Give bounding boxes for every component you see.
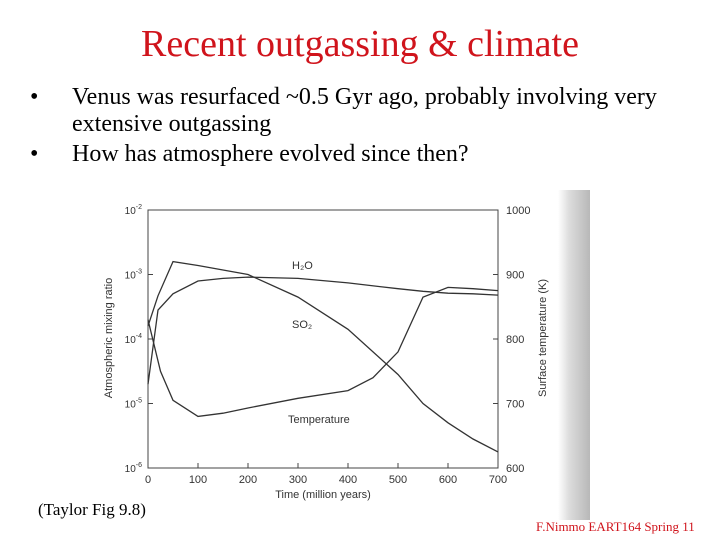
bullet-item: • Venus was resurfaced ~0.5 Gyr ago, pro… [30,84,670,138]
series-line-temperature [147,286,499,418]
venus-evolution-figure: 0 100 200 300 400 500 600 700 10-6 10-5 10-4 10-3 1… [100,190,590,520]
slide-title: Recent outgassing & climate [141,23,579,65]
plot-frame [147,209,499,469]
x-tick-label: 0 [145,474,151,486]
x-tick-label: 400 [339,474,357,486]
x-tick-label: 500 [389,474,407,486]
slide-credit: F.Nimmo EART164 Spring 11 [536,519,695,534]
series-line-h-o [147,276,499,385]
series-label-temperature: Temperature [288,414,350,426]
x-tick-label: 200 [239,474,257,486]
bullet-dot: • [30,141,39,167]
x-tick-label: 700 [489,474,507,486]
y-left-tick-label: 10-4 [125,333,142,346]
y-left-tick-label: 10-5 [125,398,142,411]
bullet-list: • Venus was resurfaced ~0.5 Gyr ago, pro… [30,84,670,171]
y-right-tick-label: 1000 [506,205,530,217]
y-right-tick-label: 700 [506,399,524,411]
bullet-text: Venus was resurfaced ~0.5 Gyr ago, proba… [72,84,657,137]
scan-shadow [558,190,590,520]
y-axis-label-left: Atmospheric mixing ratio [103,278,115,398]
figure-caption: (Taylor Fig 9.8) [38,500,146,519]
y-left-tick-label: 10-2 [125,204,142,217]
y-left-tick-label: 10-3 [125,269,142,282]
x-tick-label: 600 [439,474,457,486]
series-label-so2: SO₂ [292,319,312,331]
y-right-tick-label: 800 [506,334,524,346]
bullet-text: How has atmosphere evolved since then? [72,141,469,167]
y-axis-label-right: Surface temperature (K) [537,279,549,397]
y-left-tick-label: 10-6 [125,462,142,475]
y-right-tick-label: 900 [506,270,524,282]
y-right-tick-label: 600 [506,463,524,475]
chart-svg: 0 100 200 300 400 500 600 700 10-610-510-410-31… [103,190,590,520]
bullet-dot: • [30,84,39,110]
series-label-h2o: H₂O [292,260,313,272]
series-line-so [147,260,499,453]
x-tick-label: 300 [289,474,307,486]
x-tick-label: 100 [189,474,207,486]
x-axis-label: Time (million years) [275,489,371,501]
bullet-item: • How has atmosphere evolved since then? [30,141,670,168]
